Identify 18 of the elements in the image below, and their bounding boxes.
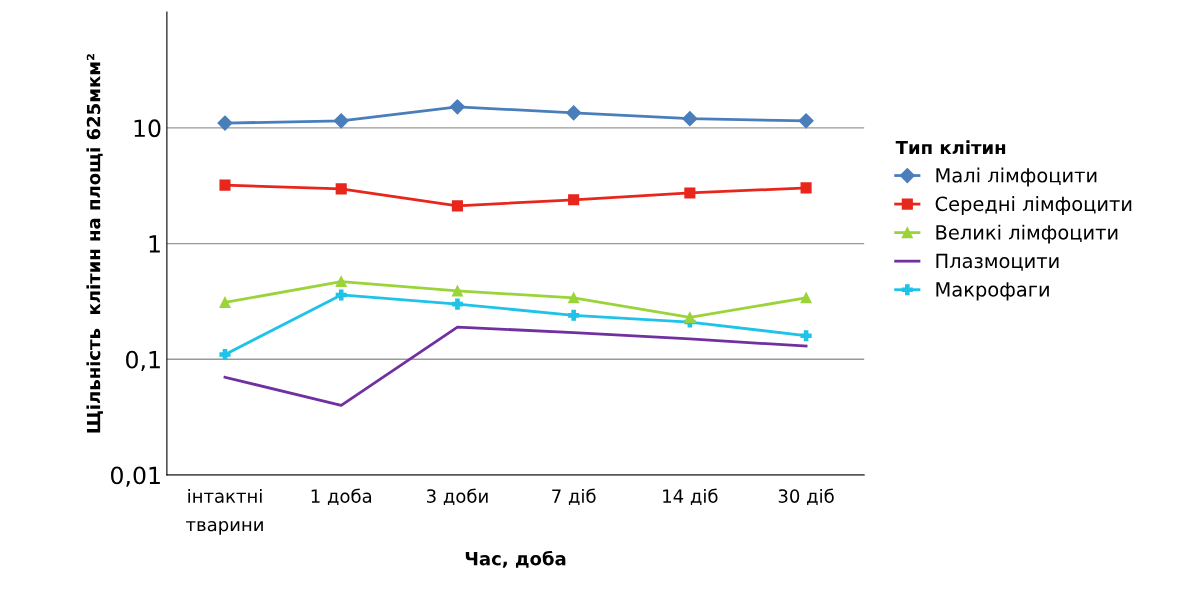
legend-label: Плазмоцити — [936, 253, 1059, 271]
y-tick-label: 10 — [134, 119, 161, 138]
y-tick-label: 0,01 — [111, 466, 160, 487]
x-tick-label: 7 діб — [552, 488, 596, 506]
x-tick-label: 30 діб — [778, 488, 834, 506]
x-tick-label: 3 доби — [426, 488, 488, 506]
legend-label: Малі лімфоцити — [936, 167, 1097, 187]
y-tick-label: 1 — [149, 235, 160, 253]
x-tick-label: інтактні тварини — [186, 488, 263, 535]
y-axis-title: Щільність клітин на площі 625мкм² — [86, 54, 103, 433]
legend-label: Великі лімфоцити — [936, 224, 1118, 244]
y-tick-label: 0,1 — [126, 350, 160, 372]
legend-label: Макрофаги — [936, 282, 1049, 301]
legend-label: Середні лімфоцити — [935, 196, 1132, 215]
x-tick-label: 1 доба — [311, 488, 372, 506]
x-tick-label: 14 діб — [663, 488, 718, 506]
legend-title: Тип клітин — [895, 140, 1006, 155]
x-axis-title: Час, доба — [465, 550, 566, 568]
